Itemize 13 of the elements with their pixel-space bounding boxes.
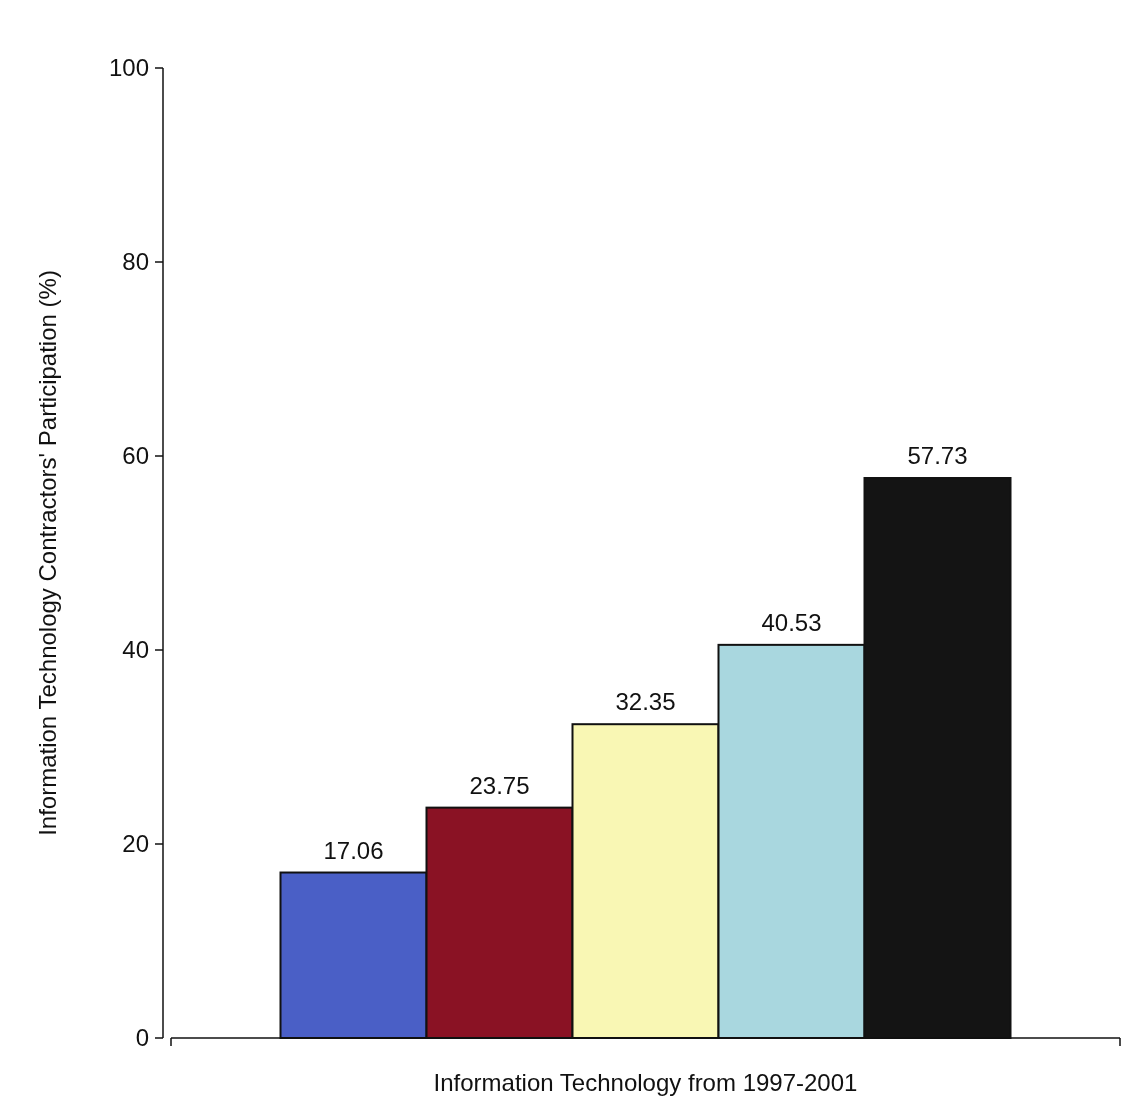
data-label: 57.73 — [907, 442, 968, 470]
data-label: 32.35 — [615, 688, 676, 716]
x-axis-title: Information Technology from 1997-2001 — [433, 1069, 858, 1096]
y-tick-label: 40 — [122, 636, 149, 664]
y-tick-label: 60 — [122, 442, 149, 470]
y-tick-label: 0 — [135, 1024, 149, 1052]
y-axis-title: Information Technology Contractors' Participation (%) — [34, 270, 61, 836]
data-label: 23.75 — [469, 771, 530, 799]
data-label: 40.53 — [761, 608, 822, 636]
y-tick-label: 20 — [122, 830, 149, 858]
y-tick-label: 80 — [122, 248, 149, 276]
data-label: 17.06 — [323, 836, 384, 864]
y-tick-label: 100 — [108, 54, 149, 82]
